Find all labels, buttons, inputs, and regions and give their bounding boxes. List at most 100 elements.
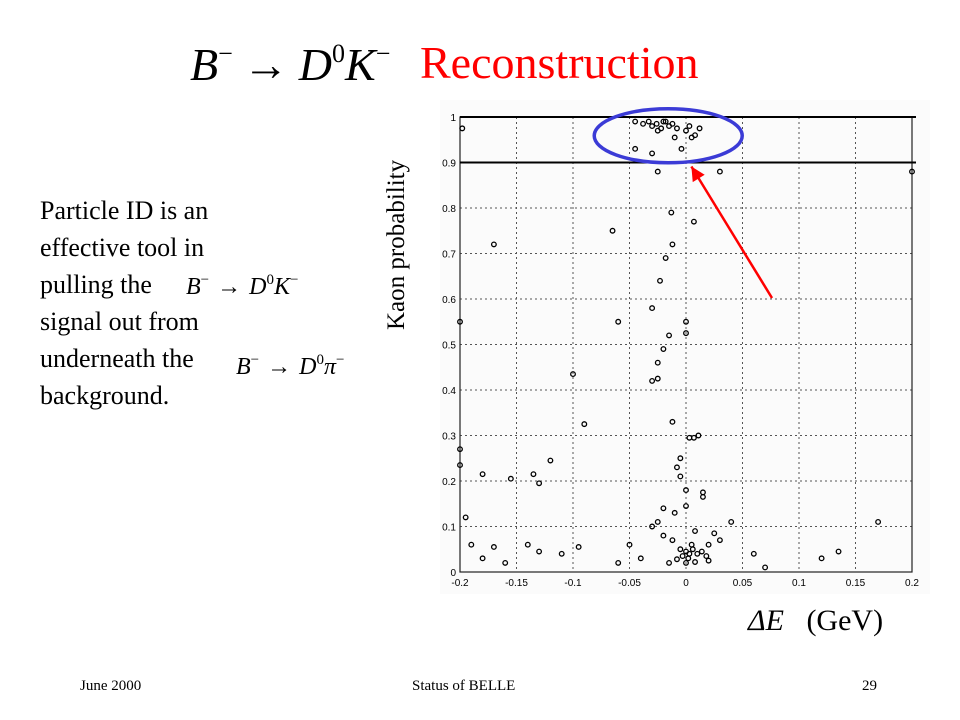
body-text: Particle ID is an effective tool in pull… [40,192,240,414]
y-tick-label: 1 [450,113,456,124]
data-point [692,528,698,534]
data-point [669,537,676,544]
y-tick-label: 0.4 [442,386,456,397]
data-point [683,318,689,325]
data-point [677,546,684,553]
data-point [524,541,531,548]
data-point [694,550,701,557]
data-point [666,559,672,566]
data-point [530,471,537,478]
highlight-ellipse [592,107,744,165]
data-point [649,523,656,530]
y-tick-label: 0.1 [442,523,456,534]
data-point [688,541,695,548]
y-tick-label: 0.5 [442,341,456,352]
data-point [654,519,661,525]
annotations [592,107,774,299]
x-axis-label: ΔE (GeV) [748,604,884,637]
data-point [570,371,576,378]
data-point [660,532,667,539]
data-point [679,553,686,560]
data-point [558,550,565,557]
data-point [615,559,622,566]
data-point [502,559,509,566]
body-line: effective tool in [40,233,205,262]
data-point [490,544,497,550]
x-tick-label: -0.2 [451,578,469,589]
data-point [705,557,712,564]
data-point [703,553,710,560]
data-point [640,120,647,127]
body-line: background. [40,381,170,410]
data-point [716,537,723,544]
data-point [660,118,667,125]
data-point [674,125,680,132]
data-point [649,305,656,312]
data-point [677,455,684,462]
data-point [688,134,695,141]
data-point [671,134,678,141]
data-point [660,505,667,512]
slide-title: Reconstruction [420,37,699,88]
y-tick-label: 0.9 [442,159,456,170]
data-point [677,473,684,480]
data-point [536,548,543,555]
page-number: 29 [862,678,877,694]
body-line: underneath the [40,344,194,373]
data-point [695,432,702,439]
data-point [649,377,656,384]
data-point [683,487,689,494]
data-point [479,555,486,562]
data-point [632,118,639,125]
data-point [457,462,463,469]
data-point [649,123,656,130]
data-point [654,168,661,175]
data-point [683,559,689,566]
data-point [835,548,842,555]
data-point [666,332,672,339]
x-tick-label: 0.15 [846,578,866,589]
background-formula: B− → D0π− [236,352,345,380]
data-point [818,555,825,562]
decay-formula-title: B− → D0K− [190,39,391,90]
data-point [657,277,663,284]
footer-center: Status of BELLE [412,678,516,694]
data-point [457,318,463,325]
x-tick-label: 0 [683,578,689,589]
data-point [575,544,582,550]
data-point [683,330,689,337]
y-tick-label: 0.2 [442,477,456,488]
data-point [669,120,676,127]
data-point [668,209,675,216]
x-tick-label: -0.1 [564,578,582,589]
data-point [750,550,757,557]
data-point [507,475,514,482]
data-point [686,123,693,130]
data-points [457,118,915,571]
data-point [690,218,697,225]
data-point [728,519,735,525]
body-line: pulling the [40,270,152,299]
data-point [547,457,554,464]
data-point [705,541,712,548]
x-tick-label: 0.05 [733,578,753,589]
data-point [609,227,616,234]
data-point [698,548,705,555]
data-point [716,168,723,175]
plot-background [440,100,930,594]
data-point [662,118,669,125]
y-tick-label: 0.7 [442,250,456,261]
data-point [711,530,718,537]
data-point [660,346,667,352]
data-point [637,555,644,562]
x-tick-label: -0.05 [618,578,641,589]
data-point [683,127,689,134]
data-point [674,556,680,563]
data-point [649,150,656,157]
data-point [479,471,486,478]
data-point [490,241,497,248]
data-point [457,446,463,453]
x-tick-label: 0.1 [792,578,806,589]
data-point [909,168,915,175]
data-point [690,434,697,441]
